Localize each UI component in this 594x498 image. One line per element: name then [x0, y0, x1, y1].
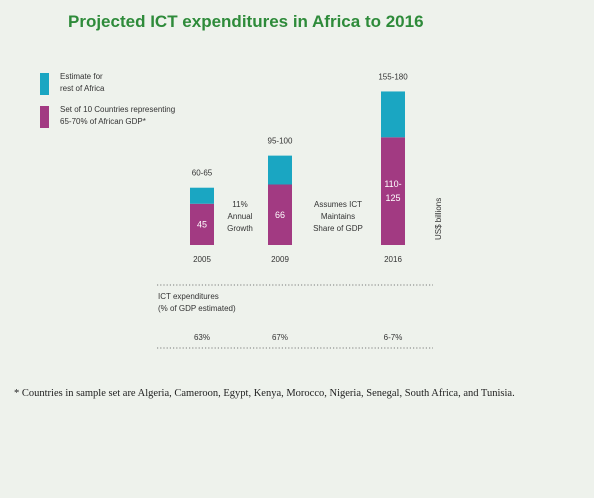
gdp-value-2005: 63%: [194, 333, 210, 342]
chart-area: Estimate for rest of Africa Set of 10 Co…: [40, 72, 443, 349]
bar-ten-countries-2005: [190, 203, 214, 245]
legend-label-ten-line2: 65-70% of African GDP*: [60, 117, 146, 126]
bar-ten-countries-2016: [381, 137, 405, 245]
annotation-growth: 11% Annual Growth: [227, 200, 253, 233]
legend-label-rest-line1: Estimate for: [60, 72, 103, 81]
bar-rest-of-africa-2009: [268, 155, 292, 185]
gdp-header-line1: ICT expenditures: [158, 292, 219, 301]
x-tick-label-2009: 2009: [271, 255, 289, 264]
svg-text:Maintains: Maintains: [321, 212, 355, 221]
bars-group: 45 60-65 2005 66 95-100 2009 110- 125 155-180 201…: [190, 72, 408, 264]
bar-total-label-2009: 95-100: [268, 137, 293, 146]
svg-text:11%: 11%: [232, 200, 247, 209]
bar-value-label-2016: 110-: [384, 179, 401, 189]
legend-label-ten-line1: Set of 10 Countries representing: [60, 105, 175, 114]
bar-rest-of-africa-2016: [381, 91, 405, 138]
legend-label-rest-line2: rest of Africa: [60, 84, 105, 93]
gdp-value-2009: 67%: [272, 333, 288, 342]
bar-rest-of-africa-2005: [190, 187, 214, 204]
bar-total-label-2016: 155-180: [378, 72, 408, 81]
bar-value-label-2016: 125: [385, 193, 400, 203]
y-axis-label: US$ billions: [434, 198, 443, 240]
svg-text:Growth: Growth: [227, 224, 253, 233]
legend-swatch-ten-countries: [40, 106, 49, 128]
gdp-header-line2: (% of GDP estimated): [158, 304, 236, 313]
chart-title: Projected ICT expenditures in Africa to …: [68, 12, 424, 31]
bar-value-label-2005: 45: [197, 219, 207, 229]
legend-swatch-rest-of-africa: [40, 73, 49, 95]
bar-ten-countries-2009: [268, 184, 292, 245]
bar-total-label-2005: 60-65: [192, 169, 213, 178]
svg-text:Assumes ICT: Assumes ICT: [314, 200, 362, 209]
gdp-value-2016: 6-7%: [384, 333, 403, 342]
svg-text:Annual: Annual: [228, 212, 253, 221]
bar-value-label-2009: 66: [275, 210, 285, 220]
x-tick-label-2005: 2005: [193, 255, 211, 264]
svg-text:Share of GDP: Share of GDP: [313, 224, 363, 233]
x-tick-label-2016: 2016: [384, 255, 402, 264]
footnote: * Countries in sample set are Algeria, C…: [14, 388, 515, 399]
annotation-share-of-gdp: Assumes ICT Maintains Share of GDP: [313, 200, 363, 233]
